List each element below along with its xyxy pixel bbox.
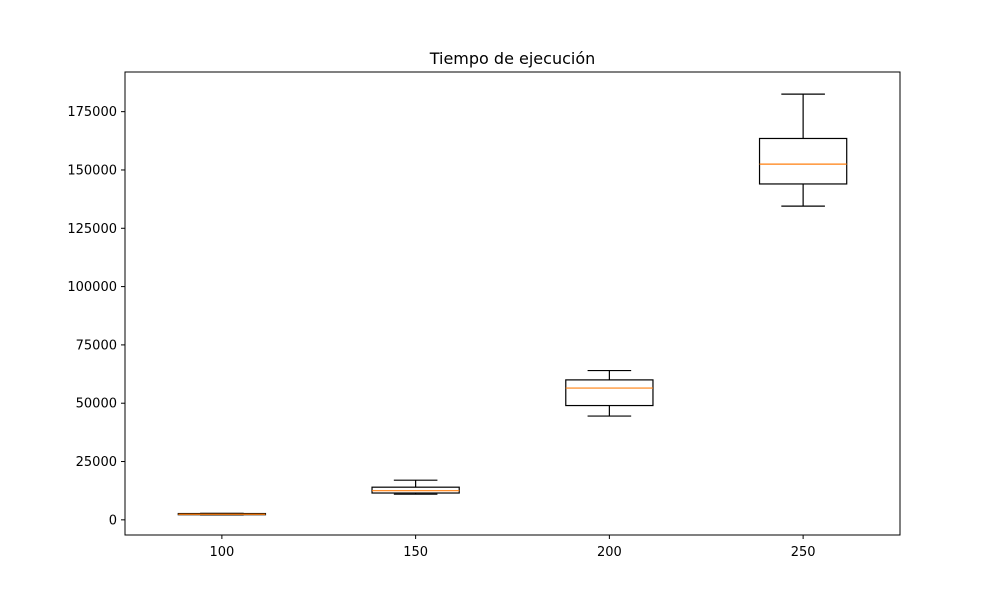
y-tick-label: 0	[109, 513, 117, 528]
y-tick-label: 100000	[67, 280, 117, 295]
chart-title: Tiempo de ejecución	[429, 49, 596, 68]
y-tick-label: 125000	[67, 222, 117, 237]
box-iqr	[565, 379, 654, 407]
x-tick-label: 100	[209, 545, 234, 560]
y-tick-label: 150000	[67, 163, 117, 178]
x-tick-label: 250	[791, 545, 816, 560]
y-tick-label: 25000	[76, 455, 117, 470]
plot-area: 0 25000 50000 75000 100000 125000 150000 175000…	[67, 93, 848, 560]
y-tick-label: 75000	[76, 338, 117, 353]
x-tick-label: 150	[403, 545, 428, 560]
y-tick-label: 50000	[76, 397, 117, 412]
x-tick-label: 200	[597, 545, 622, 560]
axes-frame	[124, 71, 901, 536]
box-iqr	[758, 137, 848, 185]
y-tick-label: 175000	[67, 105, 117, 120]
